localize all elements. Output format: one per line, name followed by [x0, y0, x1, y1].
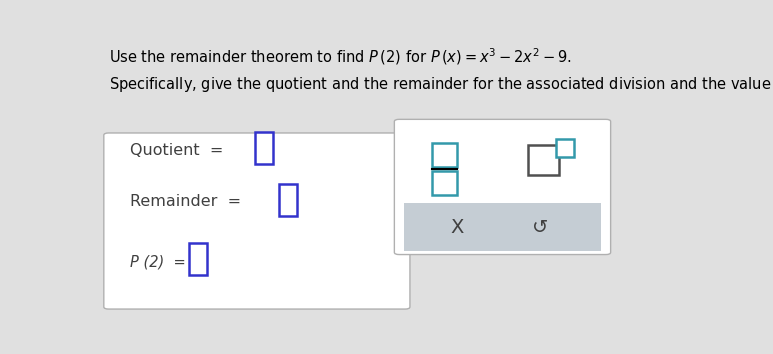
Bar [528, 145, 559, 175]
FancyBboxPatch shape [394, 119, 611, 255]
Text: P (2)  =: P (2) = [130, 255, 186, 269]
Text: Remainder  =: Remainder = [130, 194, 240, 210]
Bar [255, 132, 274, 164]
Text: Specifically, give the quotient and the remainder for the associated division an: Specifically, give the quotient and the … [108, 75, 773, 94]
Bar [189, 243, 207, 275]
Text: Quotient  =: Quotient = [130, 143, 223, 158]
Bar [279, 184, 298, 216]
Text: X: X [451, 218, 464, 237]
Text: Use the remainder theorem to find $P\,(2)$ for $P\,(x)=x^3-2x^2-9$.: Use the remainder theorem to find $P\,(2… [108, 47, 571, 67]
Bar [404, 203, 601, 251]
Bar [556, 139, 574, 157]
Bar [431, 171, 457, 195]
Bar [431, 143, 457, 166]
Text: ↺: ↺ [532, 218, 548, 237]
FancyBboxPatch shape [104, 133, 410, 309]
